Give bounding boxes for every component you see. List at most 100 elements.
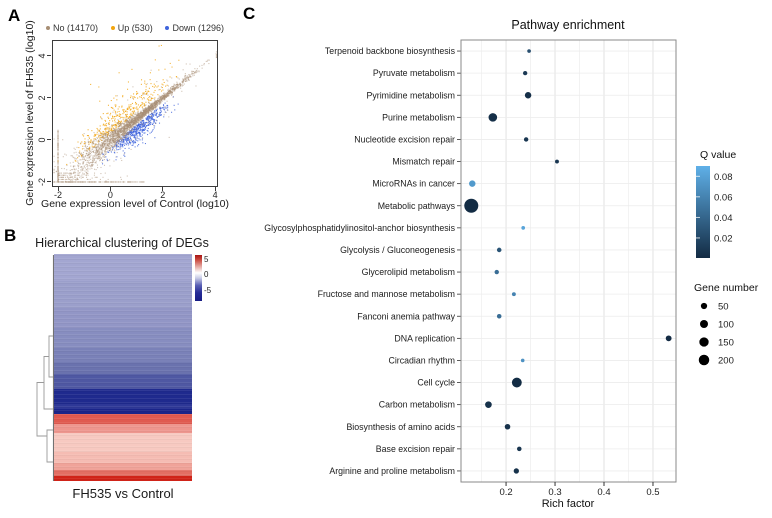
- dotplot-panel-bg: [461, 40, 676, 482]
- dendrogram: [36, 255, 54, 481]
- pathway-label: Purine metabolism: [382, 112, 455, 122]
- pathway-label: Pyrimidine metabolism: [367, 90, 455, 100]
- y-axis-tick-label: -2: [37, 177, 47, 186]
- legend-item-up: Up (530): [110, 23, 153, 33]
- heatmap-band: [54, 328, 192, 348]
- heatmap-band: [54, 409, 192, 414]
- x-axis-tick: [57, 187, 59, 191]
- legend-dot-icon: [165, 26, 170, 30]
- scatter-legend: No (14170) Up (530) Down (1296): [46, 23, 224, 33]
- legend-label: No (14170): [53, 23, 99, 33]
- x-axis-tick-label: 0.2: [499, 487, 512, 498]
- heatmap-band: [54, 476, 192, 481]
- gene-number-legend-label: 50: [718, 302, 729, 313]
- qvalue-tick-label: 0.06: [714, 192, 733, 203]
- x-axis-tick-label: 2: [160, 190, 166, 200]
- heatmap-band: [54, 389, 192, 404]
- panel-a-label: A: [8, 6, 21, 25]
- pathway-dot: [517, 446, 522, 452]
- x-axis-tick-label: 0.4: [597, 487, 610, 498]
- heatmap-band: [54, 424, 192, 433]
- gene-number-legend-dot: [698, 354, 710, 366]
- pathway-dot: [555, 159, 559, 164]
- legend-label: Up (530): [117, 23, 153, 33]
- heatmap-x-axis-label: FH535 vs Control: [72, 486, 174, 501]
- heatmap-band: [54, 362, 192, 374]
- heatmap-colorbar-tick-label: 5: [204, 255, 209, 265]
- pathway-dot: [496, 247, 502, 253]
- pathway-label: MicroRNAs in cancer: [372, 179, 455, 189]
- gene-number-legend-title: Gene number: [694, 282, 759, 294]
- pathway-dot: [469, 180, 476, 187]
- scatter-points-canvas: [53, 41, 217, 186]
- pathway-dot: [511, 377, 522, 388]
- dotplot-x-axis-label: Rich factor: [542, 498, 595, 510]
- gene-number-legend-dot: [700, 302, 708, 310]
- heatmap-colorbar: [195, 255, 202, 301]
- pathway-dot: [665, 335, 672, 342]
- pathway-dot: [527, 49, 531, 53]
- pathway-dot: [488, 113, 498, 122]
- x-axis-tick: [162, 187, 164, 191]
- x-axis-tick-label: 0.5: [646, 487, 659, 498]
- pathway-label: Pyruvate metabolism: [373, 68, 455, 78]
- legend-label: Down (1296): [172, 23, 224, 33]
- pathway-label: Metabolic pathways: [378, 201, 456, 211]
- pathway-dot: [494, 269, 499, 275]
- heatmap-band: [54, 414, 192, 424]
- dotplot-svg: Pathway enrichment Terpenoid backbone bio…: [264, 18, 759, 510]
- y-axis-tick: [47, 139, 51, 141]
- panel-c-label: C: [243, 4, 256, 23]
- heatmap-band: [54, 452, 192, 463]
- gene-number-legend-dot: [700, 320, 708, 328]
- gene-number-legend-dot: [699, 337, 709, 347]
- qvalue-colorbar: [696, 166, 710, 258]
- gene-number-legend-label: 100: [718, 320, 734, 331]
- pathway-label: Glycerolipid metabolism: [362, 267, 455, 277]
- heatmap-band: [54, 374, 192, 389]
- gene-number-legend-label: 150: [718, 338, 734, 349]
- x-axis-tick: [109, 187, 111, 191]
- x-axis-tick-label: 0.3: [548, 487, 561, 498]
- heatmap-body: [54, 254, 192, 481]
- heatmap-title: Hierarchical clustering of DEGs: [35, 236, 209, 250]
- pathway-label: Fructose and mannose metabolism: [318, 289, 455, 299]
- x-axis-tick: [214, 187, 216, 191]
- dendrogram-branches: [36, 335, 53, 463]
- pathway-dot: [524, 92, 532, 99]
- pathway-dot: [513, 468, 519, 474]
- heatmap-band: [54, 433, 192, 452]
- pathway-label: Carbon metabolism: [379, 400, 455, 410]
- pathway-label: Cell cycle: [417, 378, 455, 388]
- pathway-label: Terpenoid backbone biosynthesis: [325, 46, 456, 56]
- pathway-dot: [522, 70, 528, 76]
- legend-item-down: Down (1296): [165, 23, 224, 33]
- heatmap-band: [54, 308, 192, 328]
- pathway-dot: [485, 401, 492, 408]
- heatmap-band: [54, 463, 192, 470]
- pathway-label: Arginine and proline metabolism: [329, 466, 455, 476]
- dotplot-frame: [460, 39, 677, 483]
- pathway-dot: [523, 137, 529, 142]
- qvalue-legend-title: Q value: [700, 149, 736, 161]
- pathway-dot: [504, 423, 511, 430]
- pathway-label: Base excision repair: [376, 444, 455, 454]
- heatmap-band: [54, 404, 192, 409]
- heatmap-band: [54, 348, 192, 362]
- qvalue-tick-label: 0.02: [714, 233, 733, 244]
- heatmap-band: [54, 254, 192, 281]
- heatmap-colorbar-tick-label: 0: [204, 270, 209, 280]
- heatmap-band: [54, 470, 192, 476]
- pathway-label: DNA replication: [394, 333, 455, 343]
- heatmap-band: [54, 281, 192, 308]
- y-axis-tick-label: 4: [37, 53, 47, 59]
- x-axis-tick-label: 4: [212, 190, 218, 200]
- panel-b-label: B: [4, 226, 17, 245]
- pathway-label: Fanconi anemia pathway: [357, 311, 455, 321]
- pathway-label: Nucleotide excision repair: [354, 134, 455, 144]
- pathway-dot: [520, 358, 525, 363]
- y-axis-tick: [47, 97, 51, 99]
- x-axis-tick-label: 0: [107, 190, 113, 200]
- pathway-label: Glycosylphosphatidylinositol-anchor bios…: [264, 223, 455, 233]
- dotplot-title: Pathway enrichment: [511, 18, 625, 32]
